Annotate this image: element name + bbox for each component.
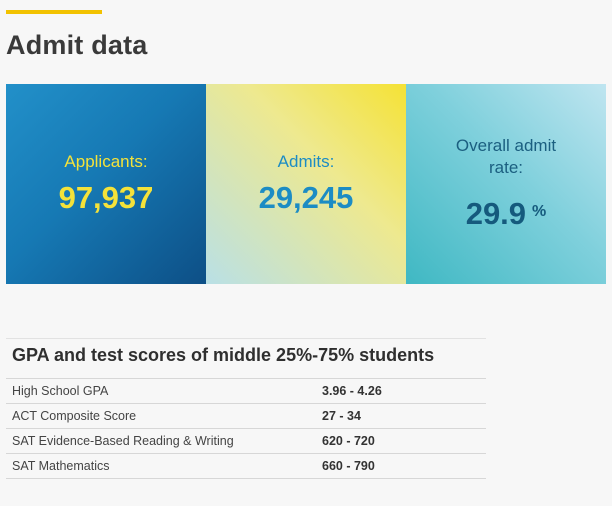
score-label: High School GPA [6, 378, 316, 404]
table-row: SAT Mathematics 660 - 790 [6, 453, 486, 479]
applicants-value: 97,937 [58, 180, 154, 215]
scores-table: High School GPA 3.96 - 4.26 ACT Composit… [6, 378, 486, 479]
table-row: High School GPA 3.96 - 4.26 [6, 378, 486, 404]
applicants-card: Applicants: 97,937 [6, 84, 206, 284]
admits-label: Admits: [277, 152, 335, 171]
table-row: ACT Composite Score 27 - 34 [6, 403, 486, 429]
scores-title: GPA and test scores of middle 25%-75% st… [12, 345, 435, 365]
score-value: 27 - 34 [316, 403, 486, 429]
admit-rate-label: Overall admit rate: [455, 136, 557, 177]
title-accent-bar [6, 10, 102, 14]
admits-card: Admits: 29,245 [206, 84, 406, 284]
admit-rate-value-wrap: 29.9% [466, 193, 547, 233]
score-label: ACT Composite Score [6, 403, 316, 429]
admit-stats: Applicants: 97,937 Admits: 29,245 Overal… [6, 84, 606, 284]
applicants-label: Applicants: [64, 152, 148, 171]
table-row: SAT Evidence-Based Reading & Writing 620… [6, 428, 486, 454]
admits-value: 29,245 [258, 180, 354, 215]
admit-rate-card: Overall admit rate: 29.9% [406, 84, 606, 284]
score-label: SAT Mathematics [6, 453, 316, 479]
page-title: Admit data [6, 30, 148, 60]
score-value: 620 - 720 [316, 428, 486, 454]
score-value: 660 - 790 [316, 453, 486, 479]
section-divider [6, 338, 486, 339]
admit-rate-value: 29.9 [465, 196, 527, 231]
score-label: SAT Evidence-Based Reading & Writing [6, 428, 316, 454]
score-value: 3.96 - 4.26 [316, 378, 486, 404]
admit-rate-unit: % [532, 203, 547, 220]
